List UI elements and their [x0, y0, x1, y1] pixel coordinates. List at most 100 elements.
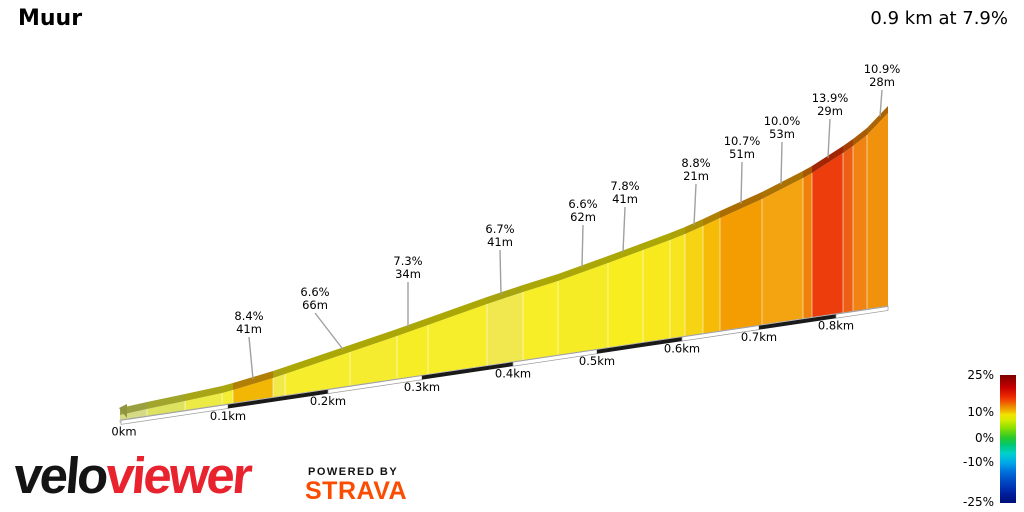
profile-segment [643, 240, 670, 343]
profile-segment [853, 135, 867, 312]
profile-segment [523, 281, 558, 361]
profile-segment-top-face [803, 166, 812, 178]
legend-label: -10% [962, 455, 994, 469]
profile-segment [803, 173, 812, 319]
x-tick-label: 0.2km [310, 394, 346, 408]
x-tick-label: 0.7km [741, 330, 777, 344]
segment-gradient-label: 8.8% [681, 156, 710, 170]
profile-segment [608, 250, 643, 348]
legend-label: 0% [974, 431, 994, 445]
profile-segment-top-face [350, 329, 397, 352]
profile-segment-top-face [608, 243, 643, 263]
profile-segment [487, 292, 523, 366]
profile-segment-top-face [843, 139, 853, 153]
segment-length-label: 53m [769, 127, 795, 141]
segment-gradient-label: 7.8% [610, 179, 639, 193]
profile-segment [867, 113, 888, 310]
logo-viewer: viewer [103, 447, 253, 504]
label-leader-line [581, 224, 584, 268]
label-leader-line [248, 336, 254, 380]
x-tick-label: 0.1km [210, 409, 246, 423]
x-tick-label: 0.6km [664, 342, 700, 356]
profile-segment [703, 218, 720, 334]
segment-gradient-label: 6.7% [485, 222, 514, 236]
profile-segment-top-face [643, 233, 670, 250]
profile-segment [558, 263, 608, 355]
profile-segment-top-face [558, 256, 608, 281]
profile-segment [670, 234, 685, 339]
profile-segment-top-face [523, 274, 558, 292]
profile-segment [843, 146, 853, 313]
profile-segment-top-face [762, 171, 803, 199]
ruler-bar [597, 337, 682, 354]
segment-gradient-label: 10.7% [724, 134, 761, 148]
ruler-bar [835, 306, 889, 319]
x-tick-label: 0km [111, 424, 136, 438]
profile-segment [350, 336, 397, 386]
segment-length-label: 34m [395, 267, 421, 281]
profile-segment-top-face [703, 211, 720, 226]
segment-length-label: 41m [487, 235, 513, 249]
profile-segment [685, 226, 703, 337]
profile-segment-top-face [720, 192, 762, 218]
label-leader-line [499, 249, 502, 295]
ruler-bar [228, 389, 328, 409]
segment-gradient-label: 13.9% [812, 91, 849, 105]
label-leader-line [622, 206, 626, 253]
legend-label: 25% [967, 368, 994, 382]
label-leader-line [827, 118, 831, 158]
x-tick-label: 0.5km [579, 354, 615, 368]
profile-segment-top-face [233, 371, 273, 390]
x-tick-label: 0.4km [495, 367, 531, 381]
segment-length-label: 21m [683, 169, 709, 183]
veloviewer-logo: veloviewer [11, 446, 253, 505]
profile-segment [720, 199, 762, 331]
profile-segment-top-face [428, 297, 487, 325]
segment-gradient-label: 6.6% [568, 197, 597, 211]
profile-segment-top-face [285, 345, 350, 374]
profile-segment-top-face [812, 146, 843, 173]
gradient-legend-bar [1000, 375, 1016, 503]
legend-label: -25% [962, 495, 994, 509]
profile-segment-top-face [273, 367, 285, 378]
profile-segment [762, 178, 803, 325]
profile-segment-top-face [685, 219, 703, 234]
segment-gradient-label: 10.0% [764, 114, 801, 128]
label-leader-line [314, 312, 344, 350]
segment-length-label: 41m [612, 192, 638, 206]
profile-segment [812, 153, 843, 318]
profile-segment-top-face [853, 128, 867, 146]
label-leader-line [693, 183, 697, 226]
segment-gradient-label: 6.6% [300, 285, 329, 299]
segment-length-label: 66m [302, 298, 328, 312]
profile-segment [285, 352, 350, 396]
profile-segment-top-face [487, 285, 523, 304]
logo-velo: velo [11, 447, 109, 504]
profile-segment-top-face [867, 106, 888, 135]
profile-segment-top-face [397, 318, 428, 336]
x-tick-label: 0.3km [404, 380, 440, 394]
label-leader-line [780, 141, 783, 185]
segment-length-label: 51m [729, 147, 755, 161]
ruler-bar [759, 314, 836, 330]
segment-length-label: 62m [570, 210, 596, 224]
legend-label: 10% [967, 405, 994, 419]
segment-gradient-label: 7.3% [393, 254, 422, 268]
climb-summary: 0.9 km at 7.9% [870, 8, 1008, 29]
profile-segment-top-face [222, 383, 233, 393]
page-title: Muur [18, 6, 83, 31]
profile-segment [222, 390, 233, 405]
label-leader-line [879, 89, 883, 117]
profile-segment [428, 304, 487, 375]
segment-length-label: 28m [869, 75, 895, 89]
profile-segment-top-face [147, 394, 185, 409]
x-tick-label: 0.8km [818, 319, 854, 333]
profile-segment-top-face [670, 227, 685, 240]
profile-tip-cap [119, 404, 127, 418]
strava-logo: STRAVA [305, 477, 408, 505]
segment-length-label: 41m [236, 322, 262, 336]
powered-by-label: POWERED BY [308, 466, 399, 478]
profile-segment [273, 374, 285, 398]
